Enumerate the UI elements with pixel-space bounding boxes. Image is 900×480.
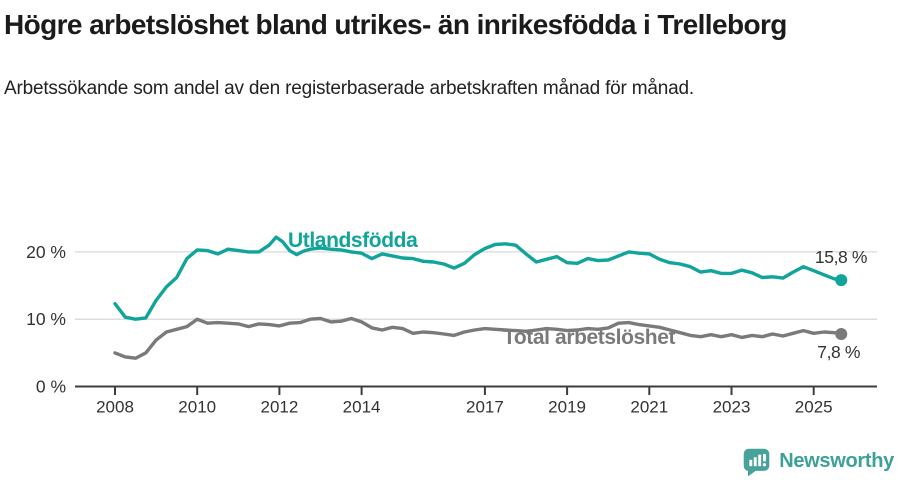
x-tick-label-2017: 2017	[466, 398, 504, 417]
brand-footer: Newsworthy	[742, 447, 894, 476]
x-tick-label-2021: 2021	[630, 398, 668, 417]
series-end-dot-utlandsf-dda	[835, 274, 848, 287]
annotation-utlandsf-dda: Utlandsfödda	[288, 229, 418, 252]
x-tick-label-2023: 2023	[713, 398, 751, 417]
unemployment-line-chart: 2008 2010 2012 2014 2017 2019 2021 2023 2025 0 % 1…	[26, 229, 877, 417]
x-tick-label-2014: 2014	[343, 398, 381, 417]
x-tick-label-2019: 2019	[548, 398, 586, 417]
annotation-15-8-: 15,8 %	[815, 247, 867, 267]
brand-name: Newsworthy	[779, 450, 894, 472]
chart-subtitle: Arbetssökande som andel av den registerb…	[4, 77, 694, 99]
news-graphic-card: Högre arbetslöshet bland utrikes- än inr…	[0, 6, 900, 480]
series-line-total-arbetsl-shet	[113, 316, 843, 360]
annotation-7-8-: 7,8 %	[817, 342, 860, 362]
x-tick-label-2025: 2025	[795, 398, 833, 417]
y-tick-label-20: 20 %	[26, 242, 66, 262]
newsworthy-logo-icon	[743, 448, 770, 476]
series-end-dot-total-arbetsl-shet	[835, 328, 848, 341]
y-tick-label-0: 0 %	[36, 377, 66, 397]
annotation-total-arbetsl-shet: Total arbetslöshet	[503, 326, 676, 349]
series-line-utlandsf-dda	[113, 235, 843, 321]
y-tick-label-10: 10 %	[26, 309, 66, 329]
x-tick-label-2008: 2008	[96, 398, 134, 417]
x-tick-label-2012: 2012	[260, 398, 298, 417]
x-tick-label-2010: 2010	[178, 398, 216, 417]
page-title: Högre arbetslöshet bland utrikes- än inr…	[4, 9, 787, 40]
